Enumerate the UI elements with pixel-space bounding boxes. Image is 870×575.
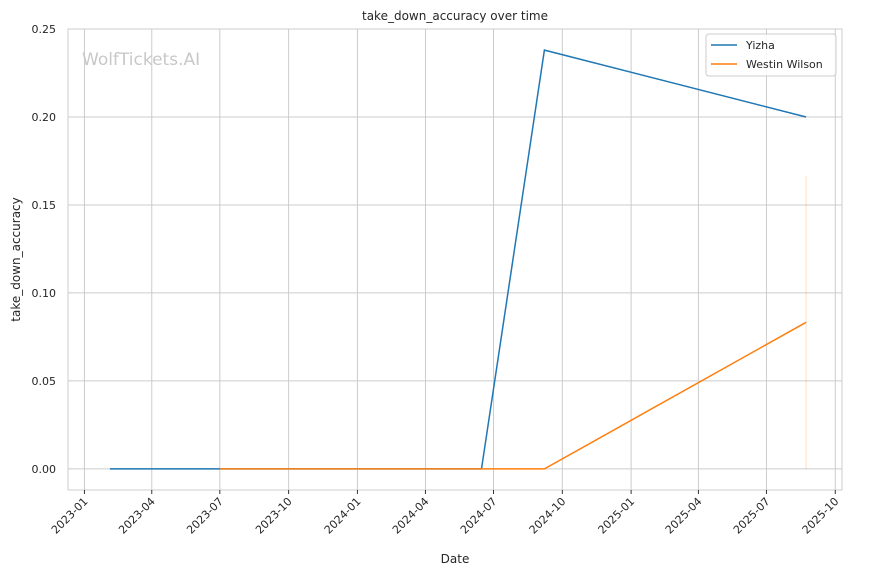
x-tick-label: 2024-10 <box>527 495 569 537</box>
y-tick-label: 0.05 <box>32 375 57 388</box>
x-tick-label: 2024-07 <box>458 495 500 537</box>
watermark: WolfTickets.AI <box>82 50 200 70</box>
x-tick-label: 2025-04 <box>663 495 705 537</box>
y-tick-label: 0.20 <box>32 111 57 124</box>
y-axis-label: take_down_accuracy <box>9 197 23 321</box>
legend-label: Yizha <box>745 39 775 52</box>
legend-box <box>705 33 837 77</box>
series-line <box>219 321 807 470</box>
x-axis: 2023-01 2023-04 2023-07 2023-10 2024-01 2024-… <box>49 490 842 537</box>
plot-area <box>67 28 843 491</box>
y-axis: 0.00 0.05 0.10 0.15 0.20 0.25 <box>32 23 57 476</box>
y-tick-label: 0.00 <box>32 463 57 476</box>
series-lines <box>109 49 807 470</box>
x-tick-label: 2023-01 <box>49 495 91 537</box>
x-tick-label: 2024-01 <box>322 495 364 537</box>
legend-label: Westin Wilson <box>746 58 823 71</box>
x-tick-label: 2024-04 <box>390 495 432 537</box>
x-tick-label: 2025-10 <box>800 495 842 537</box>
chart-title: take_down_accuracy over time <box>362 9 548 23</box>
x-axis-label: Date <box>441 552 470 566</box>
y-tick-label: 0.15 <box>32 199 57 212</box>
x-tick-label: 2023-10 <box>253 495 295 537</box>
y-tick-label: 0.25 <box>32 23 57 36</box>
y-tick-label: 0.10 <box>32 287 57 300</box>
x-tick-label: 2025-07 <box>731 495 773 537</box>
x-tick-label: 2025-01 <box>596 495 638 537</box>
x-tick-label: 2023-07 <box>184 495 226 537</box>
x-tick-label: 2023-04 <box>116 495 158 537</box>
legend: Yizha Westin Wilson <box>705 33 837 77</box>
